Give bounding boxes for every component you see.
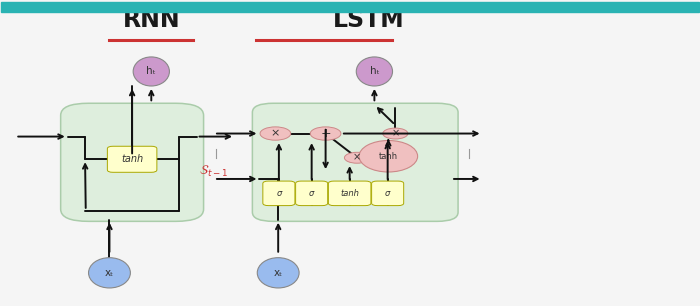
Text: tanh: tanh: [379, 152, 398, 161]
Text: ×: ×: [391, 129, 400, 139]
Text: RNN: RNN: [122, 8, 180, 32]
Text: σ: σ: [309, 189, 314, 198]
FancyBboxPatch shape: [328, 181, 371, 206]
FancyBboxPatch shape: [372, 181, 404, 206]
Ellipse shape: [133, 57, 169, 86]
Text: xₜ: xₜ: [105, 268, 114, 278]
Circle shape: [344, 152, 370, 163]
Text: tanh: tanh: [121, 154, 144, 164]
Ellipse shape: [359, 140, 418, 172]
Text: +: +: [321, 127, 331, 140]
Text: ×: ×: [353, 153, 361, 163]
FancyBboxPatch shape: [253, 103, 458, 221]
Text: σ: σ: [385, 189, 391, 198]
Text: $\mathcal{S}_{t-1}$: $\mathcal{S}_{t-1}$: [199, 164, 228, 179]
Circle shape: [383, 128, 408, 139]
FancyBboxPatch shape: [262, 181, 295, 206]
Text: σ: σ: [276, 189, 281, 198]
Text: hₜ: hₜ: [370, 66, 379, 76]
FancyBboxPatch shape: [295, 181, 328, 206]
Circle shape: [310, 127, 341, 140]
FancyBboxPatch shape: [61, 103, 204, 221]
Circle shape: [260, 127, 290, 140]
Text: xₜ: xₜ: [274, 268, 283, 278]
Text: hₜ: hₜ: [146, 66, 156, 76]
Ellipse shape: [258, 258, 299, 288]
Ellipse shape: [356, 57, 393, 86]
Text: LSTM: LSTM: [332, 8, 404, 32]
FancyBboxPatch shape: [107, 146, 157, 172]
Text: tanh: tanh: [340, 189, 359, 198]
Bar: [1, 2, 699, 13]
Ellipse shape: [88, 258, 130, 288]
Text: ×: ×: [271, 129, 280, 139]
